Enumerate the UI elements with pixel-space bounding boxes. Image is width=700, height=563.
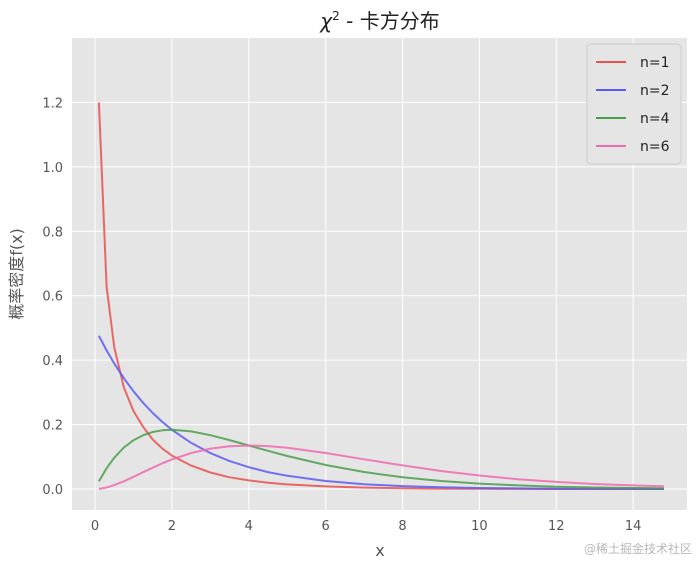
y-tick-label: 0.2 <box>42 419 63 434</box>
y-tick-label: 0.0 <box>42 483 63 498</box>
x-tick-label: 4 <box>245 519 253 534</box>
x-tick-label: 8 <box>398 519 406 534</box>
series-line-n6 <box>98 444 664 490</box>
x-axis-label: x <box>375 541 384 560</box>
legend-label: n=1 <box>640 55 670 71</box>
x-tick-label: 12 <box>548 519 565 534</box>
y-tick-labels: 0.0 0.2 0.4 0.6 0.8 1.0 1.2 <box>42 96 63 498</box>
legend: n=1 n=2 n=4 n=6 <box>586 43 682 165</box>
legend-box <box>586 43 682 165</box>
x-tick-label: 14 <box>625 519 642 534</box>
series-line-n2 <box>98 335 664 490</box>
y-axis-label: 概率密度f(x) <box>7 228 26 320</box>
y-tick-label: 0.6 <box>42 290 63 305</box>
y-tick-label: 0.8 <box>42 225 63 240</box>
x-tick-label: 0 <box>91 519 99 534</box>
legend-label: n=2 <box>640 83 670 99</box>
y-tick-label: 0.4 <box>42 354 63 369</box>
legend-label: n=4 <box>640 111 670 127</box>
watermark: @稀土掘金技术社区 <box>583 542 692 556</box>
x-tick-labels: 0 2 4 6 8 10 12 14 <box>91 519 642 534</box>
x-tick-label: 6 <box>322 519 330 534</box>
y-tick-label: 1.0 <box>42 161 63 176</box>
chart-title: χ2 - 卡方分布 <box>319 9 439 33</box>
x-tick-label: 10 <box>471 519 488 534</box>
legend-label: n=6 <box>640 139 670 155</box>
x-tick-label: 2 <box>168 519 176 534</box>
series-lines <box>97 102 664 490</box>
y-tick-label: 1.2 <box>42 96 63 111</box>
